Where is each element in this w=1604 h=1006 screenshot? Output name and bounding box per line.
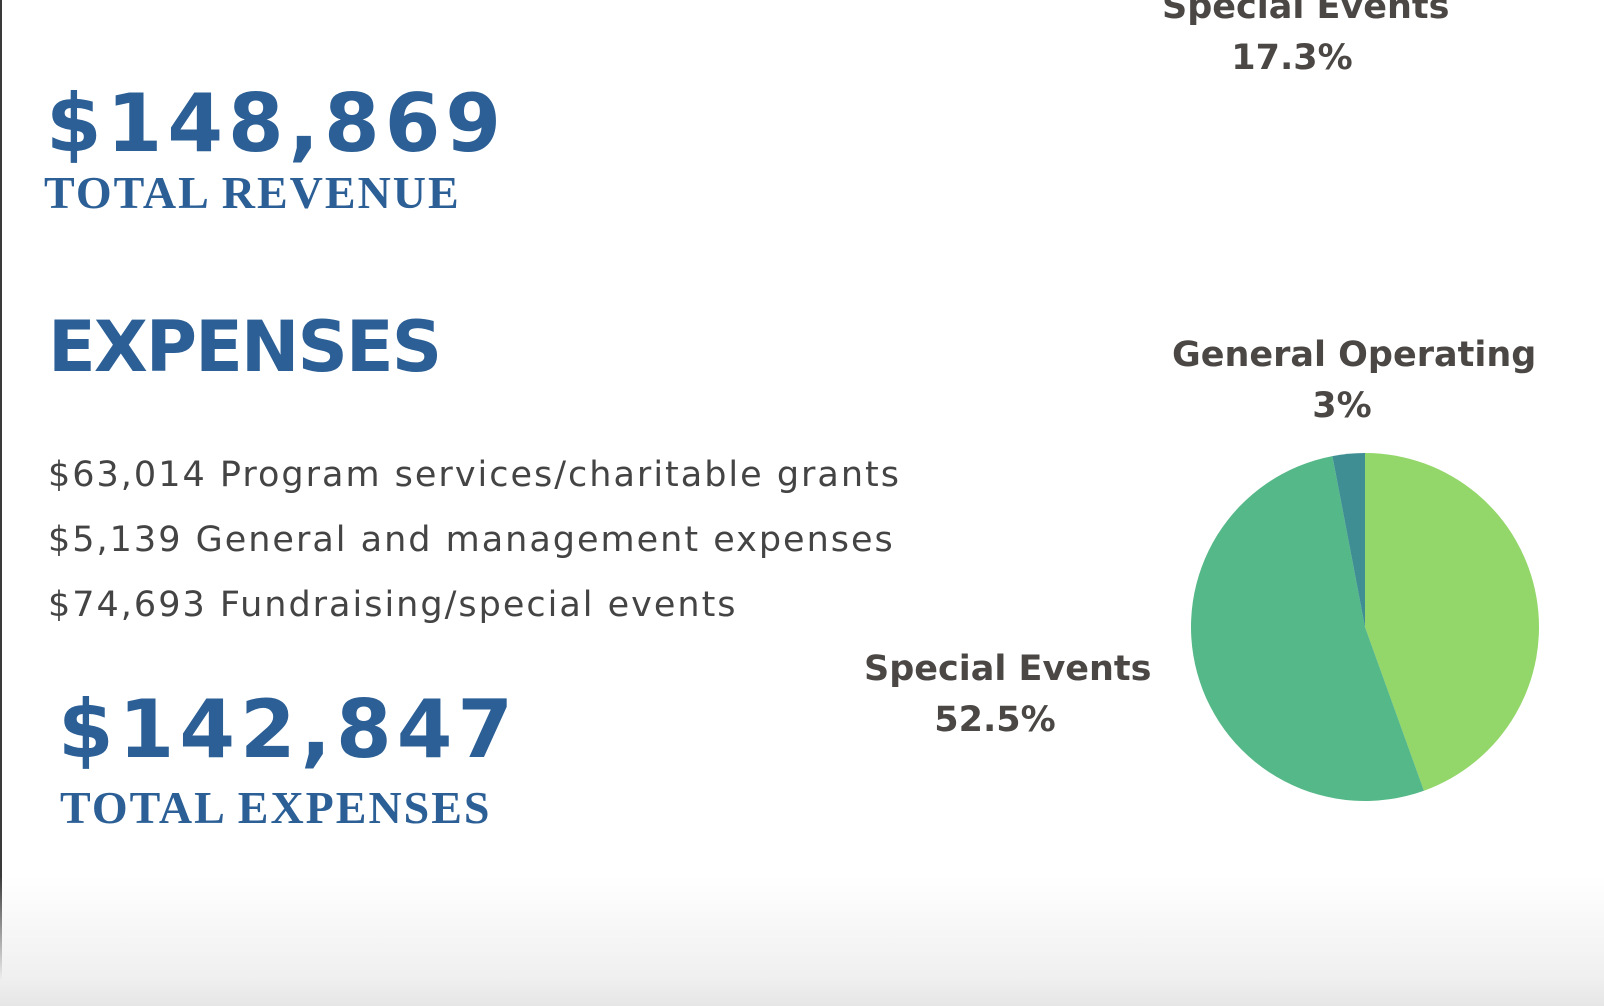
chart-label-name: Special Events — [864, 649, 1152, 689]
total-expenses-amount: $142,847 — [58, 683, 519, 776]
chart-label-special-events: Special Events 52.5% — [864, 644, 1152, 746]
expense-item-program-services: $63,014 Program services/charitable gran… — [48, 455, 902, 495]
pie-slice-1 — [1365, 453, 1539, 791]
pie-slice-3 — [1332, 453, 1365, 627]
total-revenue-label: TOTAL REVENUE — [44, 167, 461, 218]
pie-slice-2 — [1191, 456, 1424, 801]
expense-item-general-management: $5,139 General and management expenses — [48, 520, 895, 560]
chart-label-special-events-top: Special Events 17.3% — [1162, 0, 1450, 84]
total-expenses-label: TOTAL EXPENSES — [60, 782, 492, 833]
bottom-shadow — [0, 876, 1604, 1006]
expenses-pie-chart — [1191, 453, 1539, 801]
chart-label-general-operating: General Operating 3% — [1172, 330, 1537, 432]
chart-label-name: General Operating — [1172, 335, 1537, 375]
chart-label-value: 52.5% — [934, 699, 1056, 740]
left-border — [0, 0, 2, 1006]
total-revenue-amount: $148,869 — [46, 77, 507, 170]
expense-item-fundraising: $74,693 Fundraising/special events — [48, 585, 738, 625]
chart-label-value: 17.3% — [1231, 37, 1353, 78]
chart-label-name: Special Events — [1162, 0, 1450, 27]
chart-label-value: 3% — [1312, 385, 1372, 426]
expenses-heading: EXPENSES — [48, 306, 442, 388]
